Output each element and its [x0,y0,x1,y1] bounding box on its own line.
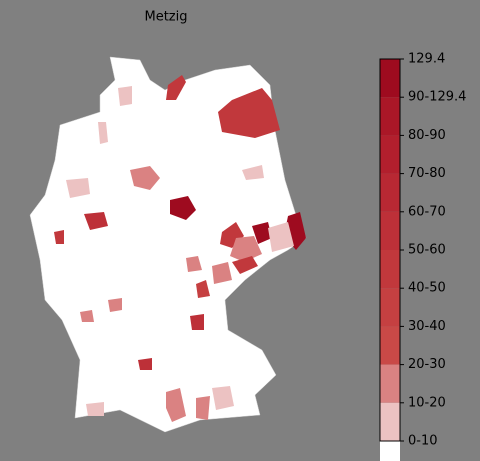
region [268,222,294,252]
colorbar-segment [380,135,400,174]
country-outline [29,56,307,433]
colorbar-segment [380,326,400,365]
region [170,196,196,220]
region [118,86,132,106]
colorbar-segment [380,211,400,250]
colorbar-segment [380,250,400,289]
colorbar-label: 50-60 [408,243,446,258]
region [242,165,264,180]
map-title: Metzig [145,10,188,25]
colorbar-segment [380,364,400,403]
region [212,386,234,410]
colorbar-label: 60-70 [408,204,446,219]
region [166,388,186,422]
colorbar-label: 30-40 [408,319,446,334]
region [252,222,272,244]
region [166,75,186,100]
germany-map [29,56,307,433]
region [98,122,108,144]
colorbar-label: 90-129.4 [408,90,466,105]
region [86,402,104,416]
colorbar-segment [380,59,400,98]
colorbar: 129.4 90-129.4 80-90 70-80 60-70 50-60 40-50 30… [379,52,466,461]
colorbar-label: 40-50 [408,281,446,296]
colorbar-label: 129.4 [408,52,445,67]
region [130,166,160,190]
region [80,310,94,322]
colorbar-segment [380,97,400,136]
region [54,230,64,244]
region [232,256,258,274]
colorbar-segment [380,288,400,327]
region [230,236,262,262]
region [196,280,210,298]
colorbar-label: 70-80 [408,166,446,181]
region [212,262,232,284]
region [138,358,152,370]
region [186,256,202,272]
colorbar-segment [380,173,400,212]
colorbar-segment [380,441,400,461]
colorbar-label: 0-10 [408,434,438,449]
region [218,88,280,138]
region [190,314,204,330]
region [108,298,122,312]
colorbar-label: 20-30 [408,357,446,372]
colorbar-segment [380,402,400,441]
colorbar-label: 80-90 [408,128,446,143]
colorbar-label: 10-20 [408,395,446,410]
region [84,212,108,230]
region [196,396,210,420]
region [66,178,90,198]
